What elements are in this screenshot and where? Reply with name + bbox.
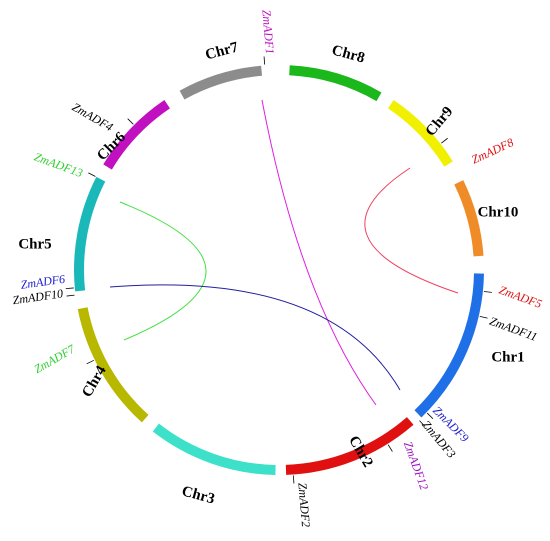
links xyxy=(109,99,459,406)
chromosome-arc xyxy=(179,65,263,100)
chromosome-label: Chr8 xyxy=(330,42,366,66)
link xyxy=(261,99,377,406)
link xyxy=(364,167,459,294)
chromosome-arc xyxy=(103,100,170,170)
chromosome-label: Chr10 xyxy=(478,204,519,220)
gene-label: ZmADF10 xyxy=(12,286,64,307)
link xyxy=(109,284,401,391)
chromosome-label: Chr3 xyxy=(180,483,216,507)
gene-tick xyxy=(483,291,492,293)
gene-tick xyxy=(441,137,448,144)
gene-tick xyxy=(127,118,134,125)
chromosome-arc xyxy=(152,423,276,475)
gene-tick xyxy=(88,172,96,177)
gene-tick xyxy=(66,294,75,297)
gene-tick xyxy=(387,444,393,452)
gene-tick xyxy=(263,56,266,65)
gene-label: ZmADF4 xyxy=(70,100,116,134)
gene-label: ZmADF11 xyxy=(488,314,540,344)
chromosome-label: Chr5 xyxy=(18,236,51,252)
gene-label: ZmADF12 xyxy=(401,439,431,491)
gene-label: ZmADF7 xyxy=(32,341,79,376)
gene-label: ZmADF2 xyxy=(295,482,313,528)
gene-tick xyxy=(292,475,295,484)
gene-label: ZmADF6 xyxy=(20,272,66,292)
chromosome-arc xyxy=(74,176,106,292)
chromosome-arc xyxy=(414,273,484,418)
gene-tick xyxy=(86,359,95,365)
chromosome-arc xyxy=(77,307,149,423)
gene-tick xyxy=(65,287,74,290)
gene-label: ZmADF1 xyxy=(259,9,277,55)
chromosome-label: Chr1 xyxy=(491,349,524,365)
gene-tick xyxy=(426,412,434,419)
chromosome-label: Chr7 xyxy=(204,39,241,63)
chromosome-arc xyxy=(454,180,484,257)
chromosome-arc xyxy=(388,100,453,167)
gene-label: ZmADF5 xyxy=(497,283,544,311)
chromosome-arc xyxy=(289,65,382,102)
gene-label: ZmADF8 xyxy=(469,135,515,167)
gene-label: ZmADF13 xyxy=(32,150,84,180)
gene-tick xyxy=(479,315,488,319)
chromosome-arc xyxy=(285,417,414,475)
link xyxy=(119,201,207,341)
chromosome-ring xyxy=(74,65,484,475)
chromosome-label: Chr9 xyxy=(423,104,457,140)
gene-tick xyxy=(419,420,426,427)
